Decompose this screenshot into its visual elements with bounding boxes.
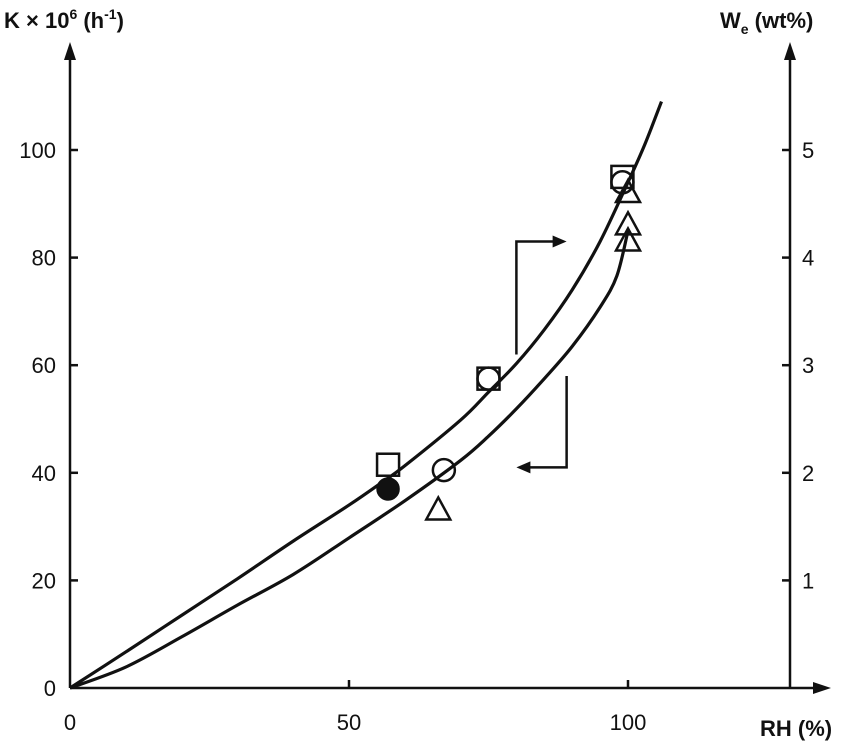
- marker-open-triangle: [424, 494, 453, 521]
- indicator-arrow-left-head: [516, 461, 531, 474]
- tick-marks: [70, 148, 790, 688]
- data-markers: [375, 164, 643, 521]
- y-left-tick-label: 100: [19, 138, 56, 163]
- marker-open-circle: [610, 170, 635, 195]
- y-right-tick-label: 4: [802, 246, 814, 271]
- y-right-tick-label: 5: [802, 138, 814, 163]
- y-left-tick-label: 60: [32, 353, 56, 378]
- y-right-tick-label: 2: [802, 461, 814, 486]
- indicator-arrow-right-head: [552, 235, 567, 248]
- x-axis-title: RH (%): [760, 716, 832, 741]
- y-axis-left-arrowhead: [64, 42, 76, 60]
- y-right-tick-label: 1: [802, 568, 814, 593]
- y-left-tick-label: 0: [44, 676, 56, 701]
- y-axis-right-title: We (wt%): [720, 8, 813, 37]
- y-left-tick-label: 40: [32, 461, 56, 486]
- marker-filled-circle: [376, 477, 400, 501]
- indicator-arrow-left-line: [528, 375, 568, 469]
- marker-open-square: [375, 452, 401, 477]
- y-left-tick-label: 80: [32, 246, 56, 271]
- axis-indicator-arrows: [515, 235, 568, 474]
- fitted-curves: [69, 101, 663, 690]
- y-left-tick-label: 20: [32, 568, 56, 593]
- x-tick-label: 100: [610, 710, 647, 735]
- axes: [64, 42, 831, 694]
- fitted-curve-1: [69, 101, 663, 690]
- y-axis-right-arrowhead: [784, 42, 796, 60]
- y-right-tick-label: 3: [802, 353, 814, 378]
- marker-open-triangle: [613, 177, 643, 204]
- fitted-curve-2: [69, 230, 630, 690]
- x-tick-label: 0: [64, 710, 76, 735]
- marker-open-circle: [476, 366, 501, 391]
- marker-open-triangle: [613, 225, 643, 252]
- y-axis-left-title: K × 106 (h-1): [4, 6, 124, 33]
- marker-open-circle: [431, 457, 457, 483]
- indicator-arrow-right-line: [515, 240, 555, 355]
- x-tick-label: 50: [337, 710, 361, 735]
- x-axis-arrowhead: [813, 682, 831, 694]
- marker-open-triangle: [613, 209, 643, 236]
